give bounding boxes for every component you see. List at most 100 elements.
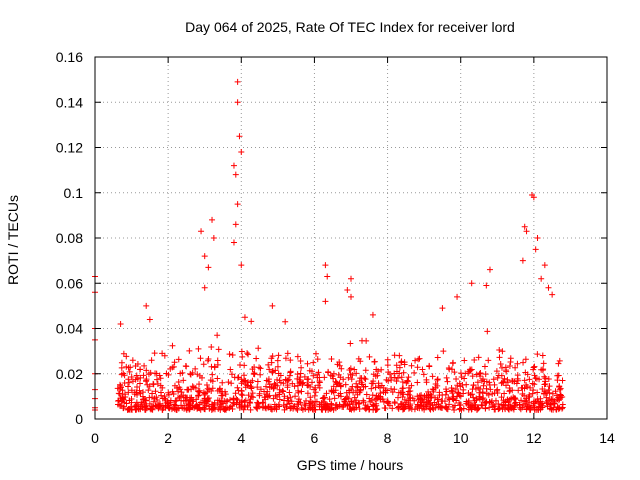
data-point (395, 405, 402, 412)
data-point (270, 384, 277, 391)
data-point (348, 275, 354, 282)
data-point (124, 406, 131, 413)
data-point (370, 402, 377, 409)
data-point (426, 405, 433, 412)
chart-title: Day 064 of 2025, Rate Of TEC Index for r… (185, 19, 515, 35)
data-point (335, 371, 342, 378)
data-point (323, 390, 330, 397)
data-point (172, 398, 179, 405)
x-tick-label: 10 (453, 430, 469, 446)
data-point (445, 395, 452, 402)
x-axis-label: GPS time / hours (297, 457, 404, 473)
data-point (372, 396, 379, 403)
data-point (284, 377, 291, 384)
data-point (203, 402, 210, 409)
data-point (184, 405, 191, 412)
data-point (362, 383, 369, 390)
data-point (282, 355, 289, 362)
data-point (315, 369, 322, 376)
data-point (150, 398, 157, 405)
data-point (429, 373, 436, 380)
data-point (408, 362, 415, 369)
data-point (244, 402, 251, 409)
x-tick-label: 6 (311, 430, 319, 446)
data-point (407, 388, 414, 395)
data-point (275, 352, 282, 359)
data-point (297, 374, 304, 381)
data-point (301, 401, 308, 408)
data-points (92, 78, 566, 413)
data-point (248, 384, 255, 391)
data-point (154, 380, 161, 387)
data-point (182, 363, 189, 370)
data-point (491, 406, 498, 413)
data-point (227, 396, 234, 403)
data-point (400, 369, 407, 376)
data-point (526, 376, 533, 383)
data-point (208, 344, 215, 351)
data-point (389, 389, 396, 396)
data-point (400, 385, 407, 392)
data-point (326, 396, 333, 403)
data-point (349, 372, 356, 379)
data-point (269, 302, 276, 309)
data-point (215, 405, 222, 412)
data-point (342, 381, 349, 388)
data-point (407, 402, 414, 409)
data-point (375, 380, 382, 387)
data-point (330, 375, 337, 382)
data-point (482, 405, 489, 412)
data-point (195, 345, 202, 352)
data-point (231, 400, 238, 407)
data-point (557, 394, 564, 401)
data-point (249, 366, 256, 373)
data-point (276, 396, 283, 403)
data-point (434, 382, 441, 389)
data-point (496, 354, 503, 361)
data-point (340, 376, 347, 383)
data-point (238, 376, 245, 383)
data-point (521, 398, 528, 405)
data-point (122, 394, 129, 401)
data-point (414, 364, 421, 371)
data-point (268, 359, 275, 366)
data-point (491, 381, 498, 388)
data-point (228, 380, 235, 387)
data-point (140, 372, 147, 379)
data-point (541, 381, 548, 388)
data-point (253, 404, 260, 411)
data-point (201, 284, 208, 291)
data-point (492, 397, 499, 404)
data-point (549, 291, 556, 298)
data-point (313, 398, 320, 405)
data-point (532, 375, 539, 382)
data-point (286, 372, 293, 379)
data-point (489, 403, 496, 410)
data-point (235, 387, 242, 394)
data-point (515, 387, 522, 394)
data-point (540, 360, 547, 367)
data-point (209, 385, 216, 392)
data-point (241, 314, 248, 321)
data-point (531, 372, 538, 379)
data-point (381, 404, 388, 411)
data-point (269, 368, 276, 375)
data-point (514, 360, 521, 367)
data-point (155, 405, 162, 412)
data-point (511, 378, 518, 385)
data-point (452, 386, 459, 393)
data-point (284, 350, 291, 357)
data-point (143, 367, 150, 374)
data-point (257, 371, 264, 378)
data-point (328, 356, 335, 363)
x-tick-label: 12 (526, 430, 542, 446)
data-point (156, 372, 163, 379)
data-point (478, 401, 485, 408)
data-point (177, 386, 184, 393)
data-point (238, 348, 245, 355)
data-point (118, 359, 125, 366)
data-point (448, 387, 455, 394)
data-point (355, 355, 362, 362)
data-point (344, 394, 351, 401)
data-point (330, 383, 337, 390)
